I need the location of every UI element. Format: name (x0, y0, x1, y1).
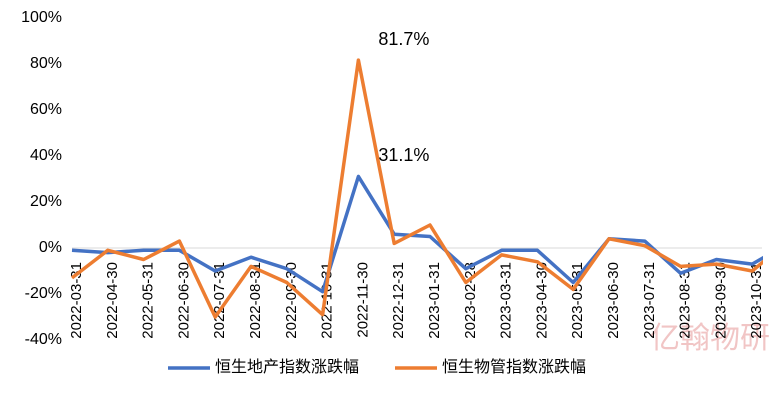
x-tick-label: 2022-06-30 (175, 262, 192, 339)
series-line (70, 58, 763, 319)
x-tick-label: 2022-11-30 (354, 262, 371, 338)
y-tick-label: 100% (21, 9, 62, 26)
legend-label: 恒生物管指数涨跌幅 (442, 358, 586, 376)
x-tick-label: 2023-08-31 (677, 262, 694, 339)
series-line (71, 174, 763, 294)
x-tick-label: 2022-12-31 (390, 262, 407, 339)
x-tick-label: 2023-07-31 (641, 262, 658, 339)
x-tick-label: 2023-04-30 (533, 262, 550, 339)
x-tick-label: 2023-03-31 (498, 262, 515, 339)
plot (70, 58, 763, 319)
y-tick-label: 20% (30, 193, 62, 210)
y-tick-label: -40% (25, 331, 62, 348)
x-tick-label: 2023-01-31 (426, 262, 443, 339)
x-tick-label: 2022-05-31 (140, 262, 157, 339)
x-tick-label: 2022-08-31 (247, 262, 264, 339)
x-tick-label: 2023-06-30 (605, 262, 622, 339)
x-tick-label: 2023-10-31 (748, 262, 765, 339)
watermark: 亿翰物研 (650, 322, 770, 355)
value-label: 31.1% (378, 145, 429, 165)
x-tick-label: 2022-04-30 (104, 262, 121, 339)
y-tick-label: 80% (30, 55, 62, 72)
y-tick-label: 60% (30, 101, 62, 118)
legend-label: 恒生地产指数涨跌幅 (215, 358, 359, 376)
y-tick-label: -20% (25, 285, 62, 302)
x-tick-label: 2022-07-31 (211, 262, 228, 339)
value-label: 81.7% (378, 29, 429, 49)
y-tick-label: 0% (39, 239, 62, 256)
y-tick-label: 40% (30, 147, 62, 164)
x-tick-label: 2023-09-30 (712, 262, 729, 339)
x-tick-label: 2022-03-31 (68, 262, 85, 339)
x-tick-label: 2022-10-31 (319, 262, 336, 339)
